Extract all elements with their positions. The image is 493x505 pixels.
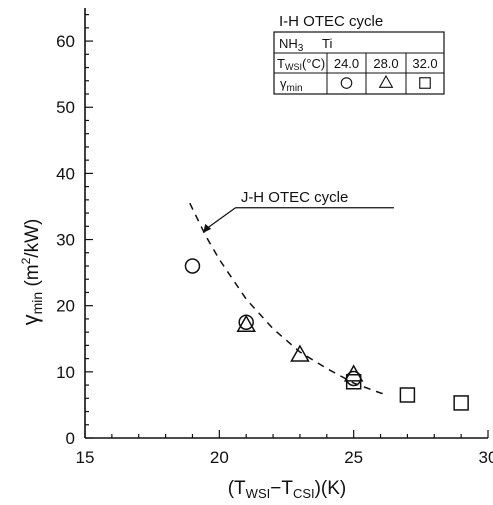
- annotation-arrowhead: [203, 223, 212, 233]
- data-point-triangle: [343, 364, 364, 382]
- legend-row-label: γmin: [280, 76, 303, 94]
- x-tick-label: 30: [479, 448, 493, 467]
- fit-curve-group: [189, 202, 389, 396]
- data-point-square: [345, 374, 362, 390]
- legend-temp-value: 32.0: [412, 56, 437, 71]
- plot-axes: [84, 8, 488, 439]
- legend-marker-circle: [340, 77, 353, 89]
- y-axis-subscript: min: [29, 292, 45, 315]
- y-tick-label: 10: [56, 363, 75, 382]
- legend-title: I-H OTEC cycle: [279, 13, 383, 30]
- y-tick-label: 20: [56, 297, 75, 316]
- y-tick-label: 40: [56, 164, 75, 183]
- x-axis-unit: )(K): [315, 478, 347, 499]
- data-point-square: [453, 395, 469, 411]
- legend-frame: [273, 31, 445, 95]
- y-axis-title: γmin (m2/kW): [18, 219, 45, 326]
- legend-fluid: NH3: [279, 36, 304, 54]
- y-tick-label: 30: [56, 231, 75, 250]
- y-axis-superscript: 2: [19, 257, 33, 264]
- y-tick-label: 60: [56, 32, 75, 51]
- fit-annotation: J-H OTEC cycle: [203, 189, 394, 233]
- x-axis-title: (TWSI−TCSI)(K): [228, 478, 347, 501]
- legend-material: Ti: [322, 36, 332, 51]
- y-axis-symbol: γ: [18, 314, 43, 325]
- y-axis-unit: (m: [22, 264, 43, 291]
- annotation-label: J-H OTEC cycle: [241, 189, 349, 206]
- x-tick-label: 15: [76, 448, 95, 467]
- legend-temp-value: 28.0: [373, 56, 398, 71]
- axis-ticks: 15 20 25 30 0 10 20 30 40 50 60: [56, 14, 493, 467]
- legend-temp-label: TWSI(°C): [277, 56, 325, 72]
- y-tick-label: 50: [56, 98, 75, 117]
- legend-marker-triangle: [378, 74, 394, 88]
- y-axis-unit-2: /kW): [22, 219, 43, 258]
- data-point-triangle: [290, 344, 310, 362]
- data-point-circle: [184, 258, 201, 274]
- x-tick-label: 20: [210, 448, 229, 467]
- legend: I-H OTEC cycle NH3 Ti TWSI(°C) 24.0 28.0 32.0 γ…: [273, 13, 445, 95]
- data-markers: [184, 258, 469, 411]
- data-point-square: [399, 387, 416, 403]
- x-axis-sub-1: WSI: [246, 486, 271, 501]
- x-axis-dash: −T: [270, 478, 293, 499]
- data-point-triangle: [236, 314, 256, 332]
- x-axis-sub-2: CSI: [293, 486, 315, 501]
- annotation-leader: [205, 207, 236, 230]
- legend-marker-square: [419, 77, 431, 89]
- x-tick-label: 25: [344, 448, 363, 467]
- legend-temp-value: 24.0: [334, 56, 359, 71]
- x-axis-open: (T: [228, 478, 246, 499]
- y-tick-label: 0: [66, 429, 75, 448]
- fit-curve-line: [189, 202, 389, 396]
